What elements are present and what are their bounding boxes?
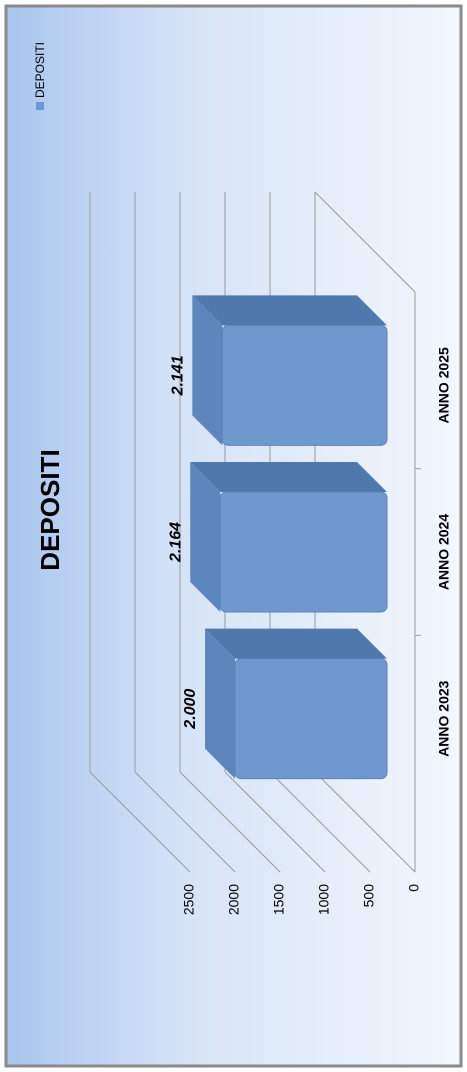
- bar-side: [192, 295, 387, 326]
- legend-swatch: [36, 102, 44, 110]
- grid-line: [224, 771, 326, 873]
- data-label: 2.141: [170, 355, 187, 396]
- bar-side: [205, 628, 387, 659]
- grid-line: [269, 771, 371, 873]
- y-tick-label: 500: [361, 884, 377, 908]
- y-tick-label: 1000: [316, 884, 332, 915]
- axis-line: [314, 191, 416, 293]
- legend-label: DEPOSITI: [33, 42, 47, 98]
- bar-top: [192, 295, 223, 446]
- bar: [234, 658, 388, 780]
- y-tick-label: 0: [406, 884, 422, 892]
- data-label: 2.164: [167, 522, 184, 563]
- x-tick-label: ANNO 2025: [436, 347, 452, 423]
- bar: [219, 491, 388, 613]
- y-tick-label: 2500: [181, 884, 197, 915]
- grid-line: [134, 771, 236, 873]
- x-tick-label: ANNO 2024: [436, 514, 452, 590]
- data-label: 2.000: [182, 689, 199, 730]
- y-tick-label: 2000: [226, 884, 242, 915]
- x-tick-label: ANNO 2023: [436, 680, 452, 756]
- grid-line: [314, 771, 416, 873]
- bar-top: [205, 628, 235, 779]
- bar-top: [190, 462, 221, 612]
- bar: [221, 324, 388, 446]
- grid-line: [179, 771, 281, 873]
- grid-line: [89, 771, 191, 873]
- y-tick-label: 1500: [271, 884, 287, 915]
- chart-title: DEPOSITI: [35, 449, 65, 570]
- bar-side: [190, 462, 387, 492]
